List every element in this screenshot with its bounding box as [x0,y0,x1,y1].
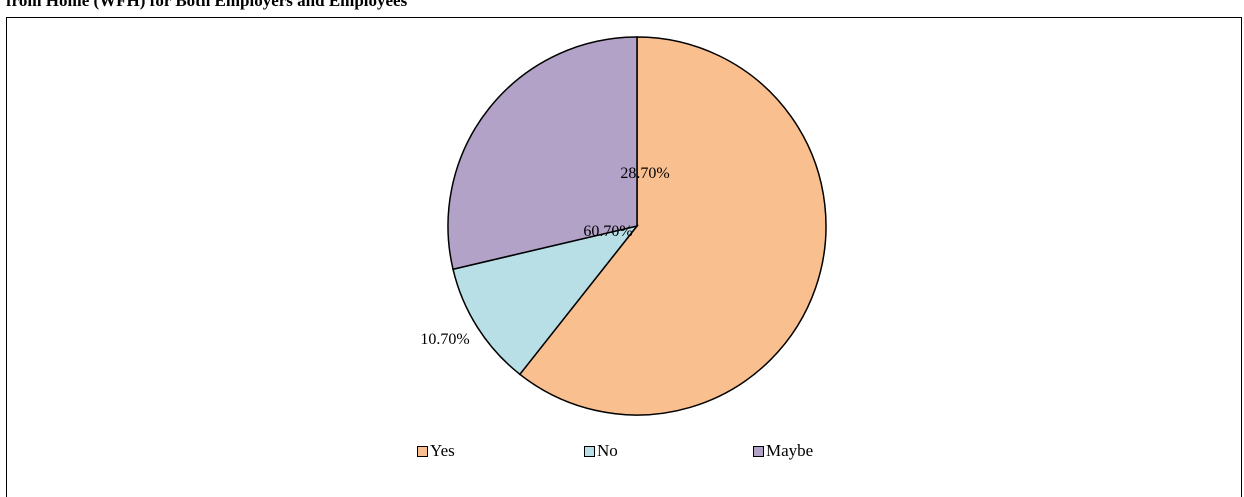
legend-swatch [584,445,595,457]
pie-slice-maybe [447,36,638,271]
legend-item-maybe: Maybe [753,441,813,461]
legend-swatch [417,445,428,457]
pie-chart: 60.70% 10.70% 28.70% [420,36,827,416]
legend-label: No [597,441,618,460]
legend-label: Maybe [766,441,814,460]
data-label-no: 10.70% [420,331,469,348]
chart-legend: Yes No Maybe [0,441,1244,465]
legend-label: Yes [430,441,455,460]
pie-slice-yes [518,36,827,416]
chart-title: from Home (WFH) for Both Employers and E… [6,0,408,10]
data-label-yes: 60.70% [583,223,632,240]
legend-item-yes: Yes [417,441,455,461]
legend-item-no: No [584,441,618,461]
legend-swatch [753,445,764,457]
data-label-maybe: 28.70% [620,165,669,182]
pie-slice-no [452,224,639,376]
